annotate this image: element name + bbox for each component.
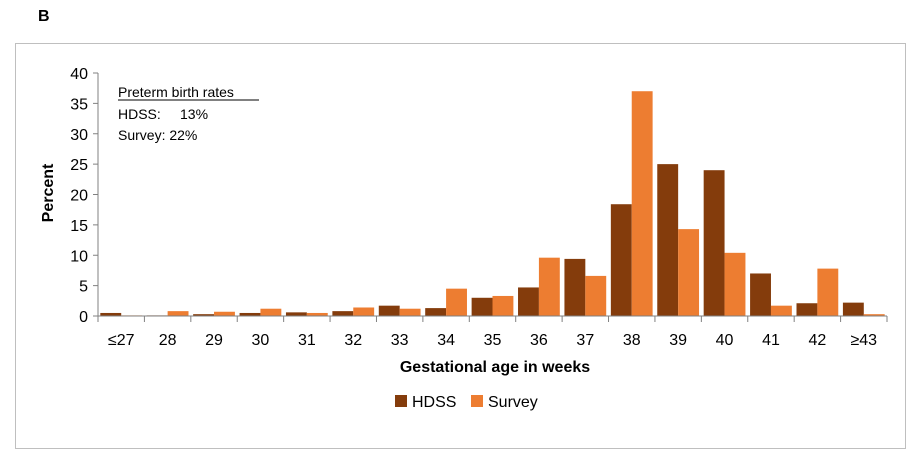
bar-hdss-2 <box>193 314 215 316</box>
y-tick-label: 40 <box>70 66 88 83</box>
y-axis-title: Percent <box>40 163 57 222</box>
bar-survey-10 <box>585 275 607 316</box>
x-tick-label: 37 <box>576 332 594 349</box>
bar-survey-11 <box>631 91 653 316</box>
x-axis: ≤27 28 29 30 31 32 33 34 35 36 37 38 39 40 41 42 ≥43 <box>97 315 888 349</box>
bar-survey-6 <box>399 308 421 316</box>
x-tick-label: 38 <box>623 332 641 349</box>
x-axis-title: Gestational age in weeks <box>400 359 590 376</box>
bar-hdss-16 <box>842 302 864 316</box>
bar-survey-9 <box>538 257 560 316</box>
x-tick-label: 30 <box>252 332 270 349</box>
y-tick-label: 0 <box>79 309 88 326</box>
panel-label: B <box>38 8 50 25</box>
bar-hdss-7 <box>425 308 447 316</box>
legend-label-hdss: HDSS <box>412 394 456 411</box>
bar-hdss-5 <box>332 311 354 316</box>
bar-survey-3 <box>260 308 282 316</box>
annotation: Preterm birth rates HDSS: 13% Survey: 22… <box>118 84 259 143</box>
bar-hdss-11 <box>610 204 632 316</box>
legend: HDSS Survey <box>395 394 538 411</box>
bar-survey-8 <box>492 295 514 316</box>
x-tick-label: 33 <box>391 332 409 349</box>
bar-hdss-0 <box>100 312 122 316</box>
bar-hdss-12 <box>657 164 679 316</box>
y-tick-label: 20 <box>70 188 88 205</box>
legend-swatch-hdss <box>395 395 407 407</box>
annotation-survey: Survey: 22% <box>118 127 197 143</box>
bar-survey-16 <box>863 314 885 316</box>
x-tick-label: 32 <box>344 332 362 349</box>
x-tick-label: 36 <box>530 332 548 349</box>
bars <box>100 91 885 316</box>
x-tick-label: 35 <box>484 332 502 349</box>
y-axis: 0 5 10 15 20 25 30 35 40 <box>70 66 99 326</box>
x-tick-label: ≥43 <box>851 332 878 349</box>
x-tick-label: ≤27 <box>108 332 135 349</box>
x-tick-label: 39 <box>669 332 687 349</box>
annotation-hdss-value: 13% <box>180 106 208 122</box>
bar-survey-5 <box>353 307 375 316</box>
bar-hdss-4 <box>285 312 307 316</box>
bar-hdss-15 <box>796 303 818 316</box>
x-tick-label: 34 <box>437 332 455 349</box>
x-tick-label: 41 <box>762 332 780 349</box>
y-tick-label: 25 <box>70 157 88 174</box>
bar-survey-7 <box>446 288 467 316</box>
bar-survey-14 <box>770 305 792 316</box>
y-tick-label: 30 <box>70 127 88 144</box>
y-tick-label: 5 <box>79 279 88 296</box>
bar-survey-12 <box>678 229 700 316</box>
x-tick-label: 29 <box>205 332 223 349</box>
bar-survey-1 <box>167 311 189 316</box>
bar-hdss-6 <box>378 305 400 316</box>
y-tick-label: 35 <box>70 96 88 113</box>
y-tick-label: 15 <box>70 218 88 235</box>
chart-frame <box>15 43 906 449</box>
x-tick-label: 31 <box>298 332 316 349</box>
bar-hdss-9 <box>518 287 539 316</box>
x-tick-label: 28 <box>159 332 177 349</box>
bar-hdss-10 <box>564 258 586 316</box>
bar-hdss-14 <box>750 273 771 316</box>
annotation-hdss-label: HDSS: <box>118 106 161 122</box>
legend-swatch-survey <box>471 395 483 407</box>
bar-survey-13 <box>724 252 746 316</box>
legend-label-survey: Survey <box>488 394 538 411</box>
bar-survey-2 <box>214 311 235 316</box>
x-tick-label: 42 <box>808 332 826 349</box>
y-tick-label: 10 <box>70 248 88 265</box>
annotation-heading: Preterm birth rates <box>118 84 234 100</box>
x-tick-label: 40 <box>716 332 734 349</box>
bar-survey-4 <box>306 312 328 316</box>
bar-hdss-3 <box>239 312 261 316</box>
bar-hdss-8 <box>471 297 493 316</box>
bar-hdss-13 <box>703 170 725 316</box>
bar-survey-15 <box>817 268 839 316</box>
